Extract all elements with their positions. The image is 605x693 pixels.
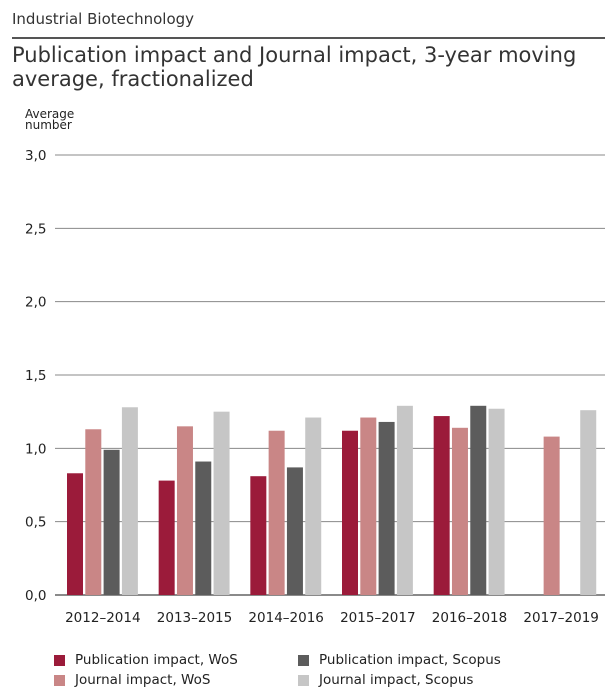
legend-item-journal-scopus: Journal impact, Scopus: [298, 672, 473, 688]
x-tick-label: 2014–2016: [248, 610, 323, 626]
bar-journal-scopus: [213, 411, 230, 595]
y-tick-label: 3,0: [25, 148, 46, 164]
bars: [67, 405, 597, 595]
x-tick-label: 2015–2017: [340, 610, 415, 626]
legend-swatch: [54, 674, 65, 686]
legend-swatch: [298, 674, 309, 686]
y-tick-label: 0,5: [25, 515, 46, 531]
grid-lines: [55, 154, 605, 596]
legend-swatch: [54, 654, 65, 666]
legend-item-journal-wos: Journal impact, WoS: [54, 672, 210, 688]
bar-publication-wos: [342, 430, 358, 595]
bar-journal-scopus: [488, 408, 505, 595]
y-tick-labels: 0,0 0,5 1,0 1,5 2,0 2,5 3,0: [25, 148, 46, 604]
legend-label: Publication impact, Scopus: [319, 652, 501, 668]
y-axis-label-line-1: Average: [25, 107, 75, 121]
legend-swatch: [298, 654, 309, 666]
title-divider: [12, 37, 605, 39]
legend-label: Journal impact, WoS: [75, 672, 211, 688]
y-tick-label: 1,0: [25, 441, 46, 457]
bar-publication-scopus: [195, 461, 212, 595]
bar-journal-wos: [543, 436, 560, 595]
bar-journal-wos: [451, 427, 468, 595]
y-axis-label: Average number: [25, 107, 75, 132]
x-tick-label: 2012–2014: [65, 610, 140, 626]
legend-item-publication-scopus: Publication impact, Scopus: [298, 652, 501, 668]
chart-title: Publication impact and Journal impact, 3…: [12, 43, 577, 91]
section-label: Industrial Biotechnology: [12, 10, 195, 28]
legend-label: Publication impact, WoS: [75, 652, 238, 668]
bar-publication-scopus: [286, 467, 303, 595]
x-tick-label: 2013–2015: [157, 610, 232, 626]
bar-journal-wos: [268, 430, 285, 595]
bar-publication-wos: [433, 416, 450, 595]
bar-journal-scopus: [580, 410, 597, 595]
x-tick-label: 2017–2019: [523, 610, 598, 626]
bar-journal-scopus: [396, 405, 413, 595]
bar-publication-scopus: [470, 405, 487, 595]
bar-journal-wos: [360, 417, 377, 595]
x-tick-label: 2016–2018: [432, 610, 507, 626]
legend-label: Journal impact, Scopus: [319, 672, 474, 688]
y-tick-label: 2,5: [25, 221, 46, 237]
bar-journal-scopus: [121, 407, 138, 595]
x-tick-labels: 2012–2014 2013–2015 2014–2016 2015–2017 2016…: [65, 610, 599, 626]
bar-publication-wos: [67, 473, 83, 595]
legend-item-publication-wos: Publication impact, WoS: [54, 652, 238, 668]
bar-journal-wos: [85, 429, 102, 595]
bar-publication-scopus: [103, 449, 120, 595]
y-tick-label: 1,5: [25, 368, 46, 384]
bar-publication-wos: [250, 476, 267, 595]
bar-publication-scopus: [378, 421, 395, 595]
y-tick-label: 2,0: [25, 295, 46, 311]
y-axis-label-line-2: number: [25, 118, 72, 132]
y-tick-label: 0,0: [25, 588, 46, 604]
bar-journal-scopus: [305, 417, 322, 595]
bar-journal-wos: [176, 426, 193, 595]
bar-publication-wos: [158, 480, 175, 595]
